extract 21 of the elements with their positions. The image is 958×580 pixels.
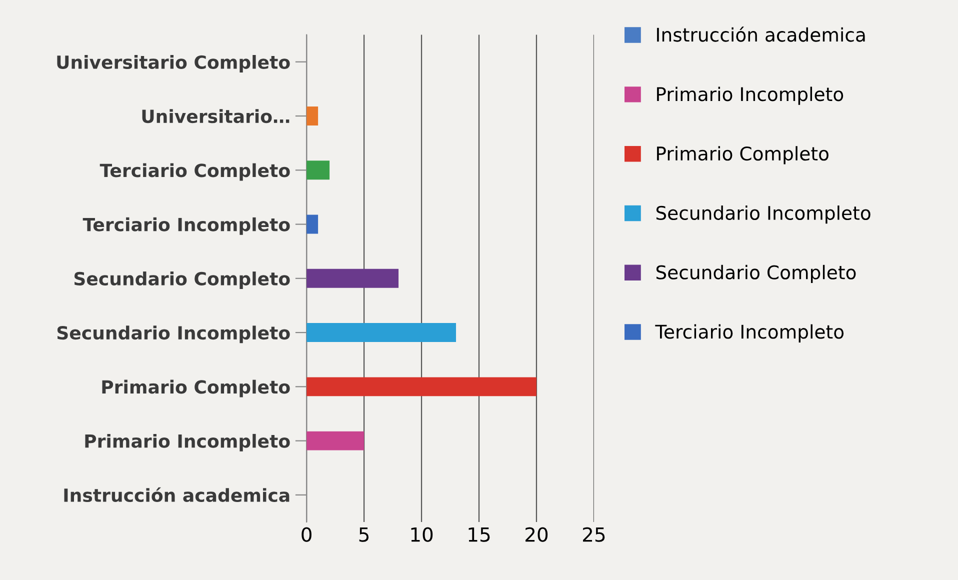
x-tick-label: 20	[526, 527, 548, 542]
y-tick-label: Secundario Incompleto	[57, 326, 290, 344]
legend-label: Secundario Incompleto	[656, 206, 870, 224]
x-tick-label: 0	[302, 527, 312, 542]
legend-label: Terciario Incompleto	[655, 324, 844, 342]
x-tick-label: 25	[583, 527, 605, 542]
y-tick-label: Universitario…	[142, 109, 290, 124]
y-tick-label: Primario Completo	[102, 380, 290, 398]
legend-label: Primario Incompleto	[657, 86, 844, 105]
y-tick-label: Secundario Completo	[74, 272, 290, 290]
legend-label: Secundario Completo	[656, 264, 856, 284]
x-tick-label: 15	[468, 527, 490, 542]
y-tick-label: Terciario Completo	[100, 163, 290, 181]
legend-label: Primario Completo	[657, 146, 828, 164]
y-tick-label: Primario Incompleto	[85, 434, 290, 452]
x-tick-label: 5	[359, 527, 369, 542]
y-tick-label: Universitario Completo	[57, 55, 290, 72]
y-tick-label: Terciario Incompleto	[82, 217, 290, 235]
legend-label: Instrucción academica	[657, 26, 865, 42]
x-tick-label: 10	[411, 527, 433, 542]
y-tick-label: Instrucción academica	[64, 487, 290, 502]
